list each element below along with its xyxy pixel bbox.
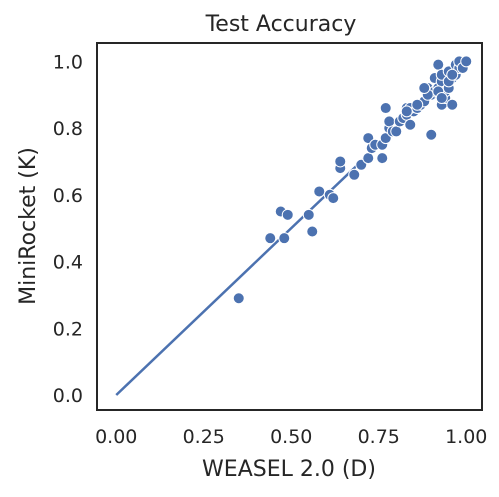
data-point [348,168,361,181]
data-point [446,68,459,81]
data-point [313,185,326,198]
data-points [232,55,473,305]
data-point [232,292,245,305]
x-tick-label: 0.00 [95,426,137,448]
y-tick-label: 0.8 [53,118,83,140]
data-point [390,125,403,138]
data-point [281,208,294,221]
data-point [302,208,315,221]
data-point [327,192,340,205]
data-point [404,118,417,131]
x-tick-label: 1.00 [445,426,487,448]
x-tick-label: 0.75 [358,426,400,448]
data-point [400,105,413,118]
data-point [435,92,448,105]
data-point [376,152,389,165]
x-axis-label: WEASEL 2.0 (D) [202,457,376,482]
y-axis-label: MiniRocket (K) [16,147,41,305]
x-tick-label: 0.50 [270,426,312,448]
y-tick-label: 1.0 [53,51,83,73]
data-point [334,155,347,168]
data-point [446,98,459,111]
plot-frame [96,42,483,411]
y-tick-label: 0.4 [53,252,83,274]
data-point [306,225,319,238]
y-axis-ticks: 0.0 0.2 0.4 0.6 0.8 1.0 [53,51,83,407]
chart-title: Test Accuracy [205,12,357,37]
data-point [379,102,392,115]
y-tick-label: 0.2 [53,318,83,340]
data-point [264,232,277,245]
data-point [411,98,424,111]
data-point [425,128,438,141]
data-point [460,55,473,68]
data-point [278,232,291,245]
y-tick-label: 0.0 [53,385,83,407]
x-axis-ticks: 0.00 0.25 0.50 0.75 1.00 [95,426,487,448]
data-point [418,82,431,95]
x-tick-label: 0.25 [183,426,225,448]
data-point [383,115,396,128]
y-tick-label: 0.6 [53,185,83,207]
data-point [432,58,445,71]
data-point [362,152,375,165]
